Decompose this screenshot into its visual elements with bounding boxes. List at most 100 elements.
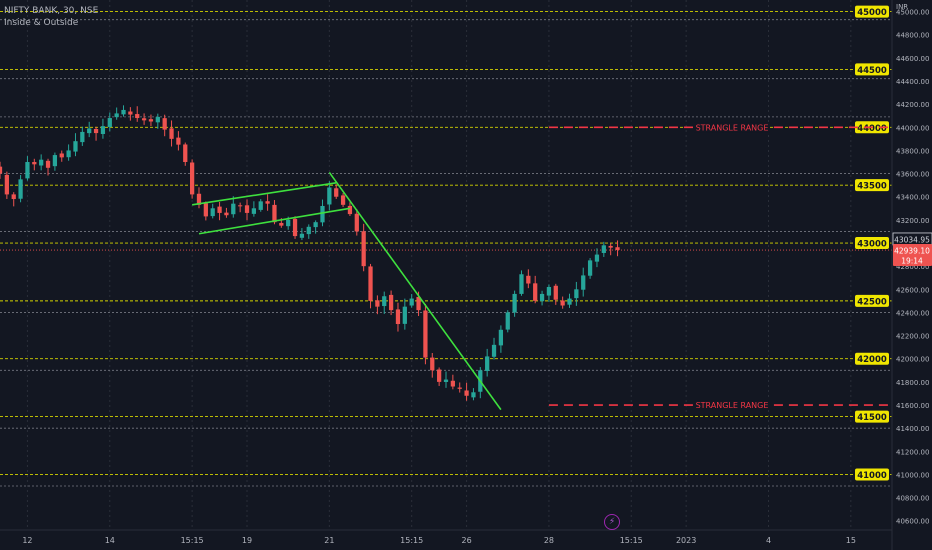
level-label: 44000 [857, 124, 887, 134]
candle-body [66, 150, 71, 158]
candle-body [615, 247, 620, 250]
y-tick-label: 44600.00 [896, 55, 929, 63]
y-tick-label: 42200.00 [896, 333, 929, 341]
candle-body [176, 137, 181, 145]
candle-body [340, 195, 346, 205]
candle-body [375, 300, 380, 307]
level-label-bg [855, 294, 889, 307]
y-tick-label: 41600.00 [896, 402, 929, 410]
candle-body [430, 357, 435, 371]
last-price-label-bg [893, 244, 932, 267]
candlestick-series [0, 105, 620, 401]
candle-body [388, 294, 394, 311]
candle-body [553, 285, 558, 300]
x-tick-label: 19 [242, 536, 252, 545]
candle-body [251, 208, 257, 214]
candle-body [498, 329, 504, 346]
candle-body [189, 162, 195, 195]
time-axis[interactable]: 12 14 15:15 19 21 15:15 26 28 15:15 2023 4 15 [0, 529, 892, 545]
candle-body [93, 128, 99, 134]
candle-body [265, 201, 270, 204]
candle-body [25, 162, 30, 179]
strangle-text: STRANGLE RANGE [696, 123, 769, 132]
candle-body [382, 296, 387, 307]
candle-body [539, 293, 545, 302]
trendline [328, 171, 502, 411]
candle-body [128, 111, 133, 115]
y-tick-label: 43800.00 [896, 147, 929, 155]
candle-body [4, 174, 9, 195]
x-tick-label: 15 [846, 536, 856, 545]
candle-body [485, 356, 490, 371]
x-tick-label: 15:15 [620, 536, 643, 545]
candle-body [416, 296, 421, 311]
candle-body [210, 208, 215, 217]
candle-body [546, 286, 552, 296]
level-label: 43500 [857, 182, 887, 192]
level-label-bg [855, 63, 889, 76]
y-tick-label: 40600.00 [896, 518, 929, 526]
level-label: 43000 [857, 240, 887, 250]
candle-body [100, 126, 106, 134]
candle-body [306, 226, 311, 235]
price-label: 43034.95 [894, 235, 930, 244]
indicator-name[interactable]: Inside & Outside [4, 18, 79, 28]
x-tick-label: 4 [766, 536, 771, 545]
candle-body [162, 118, 167, 130]
x-tick-label: 12 [22, 536, 32, 545]
trendline [198, 207, 351, 235]
candle-body [286, 219, 291, 227]
candle-body [114, 113, 119, 118]
trendline [192, 182, 337, 206]
candle-body [80, 131, 85, 143]
candle-body [52, 155, 58, 167]
level-label: 42000 [857, 355, 887, 365]
candle-body [39, 159, 44, 166]
y-tick-label: 41400.00 [896, 425, 929, 433]
candle-body [519, 274, 524, 294]
candle-body [491, 344, 497, 357]
candle-body [533, 283, 538, 301]
candle-body [457, 387, 462, 389]
candle-body [313, 222, 318, 228]
candle-body [560, 300, 565, 306]
candle-body [258, 201, 263, 210]
x-tick-label: 2023 [676, 536, 696, 545]
y-tick-label: 40800.00 [896, 495, 929, 503]
y-tick-label: 44800.00 [896, 32, 929, 40]
candle-body [567, 298, 572, 305]
candle-body [594, 254, 600, 262]
candle-body [73, 141, 78, 152]
candle-body [354, 213, 359, 232]
y-tick-label: 44400.00 [896, 78, 929, 86]
candle-body [107, 118, 112, 128]
candle-body [327, 187, 332, 205]
candle-body [512, 293, 517, 313]
candle-body [450, 380, 455, 387]
candle-body [464, 390, 469, 396]
level-label-bg [855, 237, 889, 250]
candle-body [299, 233, 305, 238]
y-tick-label: 42600.00 [896, 286, 929, 294]
level-label: 45000 [857, 8, 887, 18]
x-tick-label: 15:15 [400, 536, 423, 545]
candle-body [272, 204, 277, 223]
symbol-title[interactable]: NIFTY BANK, 30, NSE [4, 6, 99, 16]
grid-lines [26, 0, 852, 530]
strangle-text-bg [694, 122, 770, 133]
y-tick-label: 42400.00 [896, 309, 929, 317]
lightning-icon[interactable]: ⚡ [604, 514, 620, 530]
candle-body [526, 275, 531, 284]
candle-body [587, 260, 593, 276]
candle-body [574, 289, 579, 299]
strangle-text-bg [694, 400, 770, 411]
candle-body [238, 205, 243, 207]
candle-body [169, 128, 174, 139]
candle-body [347, 205, 353, 215]
y-tick-label: 45000.00 [896, 9, 929, 17]
candle-body [244, 205, 250, 213]
candle-body [121, 109, 126, 115]
